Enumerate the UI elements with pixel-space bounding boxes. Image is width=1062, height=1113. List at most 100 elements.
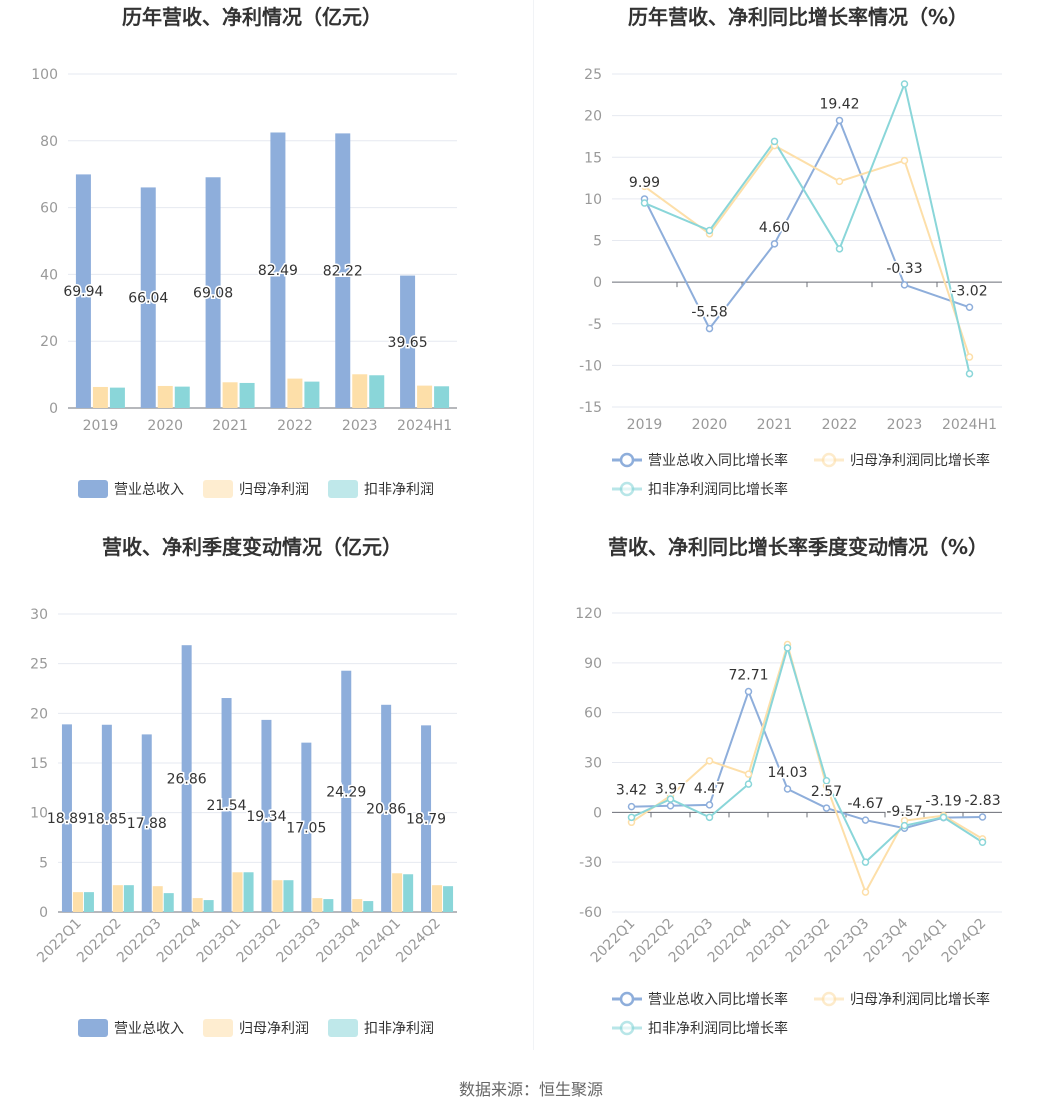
y-tick-label: -10 <box>579 358 602 374</box>
data-point <box>900 156 909 165</box>
bar-revenue <box>270 132 286 408</box>
data-label: -0.33 <box>886 261 922 277</box>
y-tick-label: -30 <box>579 855 602 871</box>
y-tick-label: 25 <box>30 657 48 673</box>
bar-deducted-net-profit <box>163 893 174 912</box>
data-point <box>978 838 987 846</box>
bar-revenue <box>301 742 312 912</box>
legend-swatch <box>78 480 108 498</box>
legend-swatch <box>203 480 233 498</box>
data-label: 21.54 <box>207 798 247 814</box>
y-tick-label: 60 <box>40 201 58 217</box>
y-tick-label: 0 <box>593 805 602 821</box>
data-point <box>861 858 870 866</box>
bar-parent-net-profit <box>92 386 108 408</box>
data-label: 3.42 <box>616 783 647 799</box>
bar-parent-net-profit <box>72 892 83 912</box>
y-tick-label: 120 <box>575 606 602 622</box>
data-point <box>640 182 649 191</box>
data-point <box>965 353 974 361</box>
data-point <box>783 644 792 652</box>
data-point <box>900 281 909 289</box>
series-line <box>643 144 971 358</box>
bar-revenue <box>341 670 352 912</box>
x-tick-label: 2024H1 <box>942 417 997 433</box>
data-label: -4.67 <box>847 796 883 812</box>
bar-parent-net-profit <box>157 385 173 408</box>
data-point <box>744 687 753 696</box>
data-label: 26.86 <box>167 772 207 788</box>
bar-revenue <box>181 645 192 912</box>
x-tick-label: 2020 <box>692 417 728 433</box>
data-label: 2.57 <box>811 784 842 800</box>
data-label: 3.97 <box>655 782 686 798</box>
y-tick-label: 80 <box>40 134 58 150</box>
x-tick-label: 2020 <box>147 418 183 434</box>
y-tick-label: 20 <box>30 706 48 722</box>
data-label: -2.83 <box>964 793 1000 809</box>
x-tick-label: 2021 <box>212 418 248 434</box>
y-tick-label: 5 <box>593 234 602 250</box>
bar-deducted-net-profit <box>243 872 254 912</box>
legend-label: 归母净利润 <box>239 481 309 498</box>
bar-deducted-net-profit <box>283 880 294 912</box>
data-point <box>822 777 831 785</box>
data-point <box>640 199 649 207</box>
data-point <box>939 813 948 822</box>
bar-revenue <box>221 698 232 912</box>
chart-quarterly-growth: 营收、净利同比增长率季度变动情况（%） -60 -30 0 30 60 90 120 2022Q… <box>534 530 1062 1060</box>
legend-swatch-marker <box>821 991 837 1007</box>
data-label: 69.94 <box>63 284 103 300</box>
y-tick-label: 5 <box>39 855 48 871</box>
bar-deducted-net-profit <box>174 386 190 408</box>
chart-title: 历年营收、净利情况（亿元） <box>122 5 382 29</box>
data-label: 72.71 <box>728 668 768 684</box>
legend-label: 归母净利润 <box>239 1020 309 1037</box>
legend-swatch <box>328 480 358 498</box>
data-label: 17.88 <box>127 816 167 832</box>
bar-parent-net-profit <box>272 880 283 912</box>
y-tick-label: 0 <box>49 401 58 417</box>
bar-parent-net-profit <box>432 885 443 912</box>
data-label: 69.08 <box>193 286 233 302</box>
y-tick-label: -5 <box>588 317 602 333</box>
data-label: 4.60 <box>759 220 790 236</box>
x-tick-label: 2024H1 <box>397 418 452 434</box>
series-line <box>643 118 970 331</box>
bar-revenue <box>140 187 156 408</box>
legend-label: 扣非净利润 <box>364 1021 434 1037</box>
x-tick-label: 2022 <box>277 418 313 434</box>
series-line <box>631 688 983 830</box>
data-source-note: 数据来源：恒生聚源 <box>458 1080 603 1099</box>
chart-quarterly-bars: 营收、净利季度变动情况（亿元） 0 5 10 15 20 25 30 2022Q1 2022Q2 2… <box>0 530 533 1060</box>
chart-annual-bars: 历年营收、净利情况（亿元） 0 20 40 60 80 100 2019 2020 2021 202… <box>0 0 533 530</box>
y-tick-label: 90 <box>584 656 602 672</box>
legend-swatch-marker <box>619 991 635 1007</box>
chart-title: 营收、净利季度变动情况（亿元） <box>102 535 402 559</box>
bar-revenue <box>421 725 432 912</box>
y-tick-label: 0 <box>593 275 602 291</box>
y-tick-label: 20 <box>40 334 58 350</box>
bar-parent-net-profit <box>417 385 433 408</box>
y-tick-label: 25 <box>584 67 602 83</box>
legend-label: 营业总收入同比增长率 <box>648 452 788 469</box>
bar-parent-net-profit <box>112 885 123 912</box>
legend-label: 归母净利润同比增长率 <box>850 452 990 469</box>
bar-deducted-net-profit <box>323 899 334 912</box>
data-label: -9.57 <box>886 804 922 820</box>
data-point <box>978 813 987 821</box>
bar-deducted-net-profit <box>434 386 450 408</box>
bar-deducted-net-profit <box>123 885 134 912</box>
legend-swatch-marker <box>619 481 635 497</box>
legend-swatch <box>78 1019 108 1037</box>
data-label: 4.47 <box>694 781 725 797</box>
panel-divider <box>533 0 534 1050</box>
bar-deducted-net-profit <box>403 874 414 912</box>
y-tick-label: 10 <box>30 806 48 822</box>
data-point <box>770 240 779 248</box>
bar-deducted-net-profit <box>443 886 454 912</box>
legend-label: 扣非净利润同比增长率 <box>648 481 788 498</box>
bar-revenue <box>141 734 152 912</box>
x-tick-label: 2019 <box>83 418 119 434</box>
data-point <box>965 303 974 312</box>
